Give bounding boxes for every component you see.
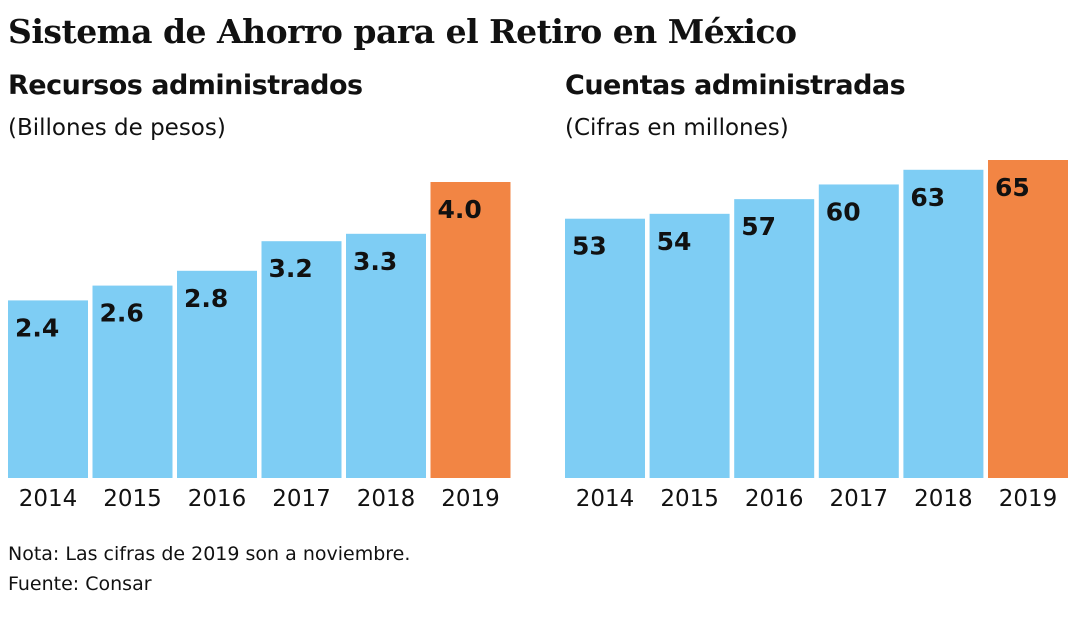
chart-subtitle-left: (Billones de pesos) [8, 115, 226, 141]
value-label: 2.8 [184, 284, 228, 313]
bar-2016 [177, 270, 257, 478]
value-label: 2.6 [100, 299, 144, 328]
category-label: 2015 [660, 486, 719, 512]
source-text: Fuente: Consar [8, 573, 152, 595]
category-label: 2014 [19, 486, 78, 512]
value-label: 53 [572, 232, 607, 261]
value-label: 63 [910, 183, 945, 212]
bar-2015 [92, 285, 173, 478]
category-label: 2018 [914, 486, 973, 512]
value-label: 2.4 [15, 313, 59, 342]
value-label: 60 [826, 197, 861, 226]
page-title: Sistema de Ahorro para el Retiro en Méxi… [8, 12, 797, 51]
bar-2019 [988, 160, 1068, 478]
value-label: 57 [741, 212, 776, 241]
category-label: 2017 [272, 486, 331, 512]
bar-2017 [261, 241, 342, 478]
value-label: 4.0 [438, 195, 482, 224]
value-label: 3.2 [269, 254, 313, 283]
chart-subtitle-right: (Cifras en millones) [565, 115, 789, 141]
bar-2019 [430, 182, 511, 478]
category-label: 2017 [830, 486, 889, 512]
bar-2018 [346, 233, 426, 478]
category-label: 2018 [357, 486, 416, 512]
value-label: 54 [657, 227, 692, 256]
bar-2016 [734, 199, 815, 478]
bar-chart-cuentas: 53 2014 54 2015 57 2016 60 2017 63 2018 65 2019 [565, 160, 1068, 512]
category-label: 2016 [745, 486, 804, 512]
bar-2017 [818, 184, 899, 478]
chart-title-left: Recursos administrados [8, 70, 363, 101]
bar-2014 [565, 218, 645, 478]
category-label: 2015 [103, 486, 162, 512]
chart-title-right: Cuentas administradas [565, 70, 906, 101]
note-text: Nota: Las cifras de 2019 son a noviembre… [8, 543, 411, 565]
category-label: 2019 [441, 486, 500, 512]
value-label: 65 [995, 173, 1030, 202]
category-label: 2016 [188, 486, 247, 512]
bar-2015 [649, 213, 730, 479]
category-label: 2019 [999, 486, 1058, 512]
bar-chart-recursos: 2.4 2014 2.6 2015 2.8 2016 3.2 2017 3.3 2018 4.0 20… [8, 182, 511, 512]
bar-2018 [903, 169, 984, 479]
category-label: 2014 [576, 486, 635, 512]
value-label: 3.3 [353, 247, 397, 276]
bar-2014 [8, 300, 88, 478]
